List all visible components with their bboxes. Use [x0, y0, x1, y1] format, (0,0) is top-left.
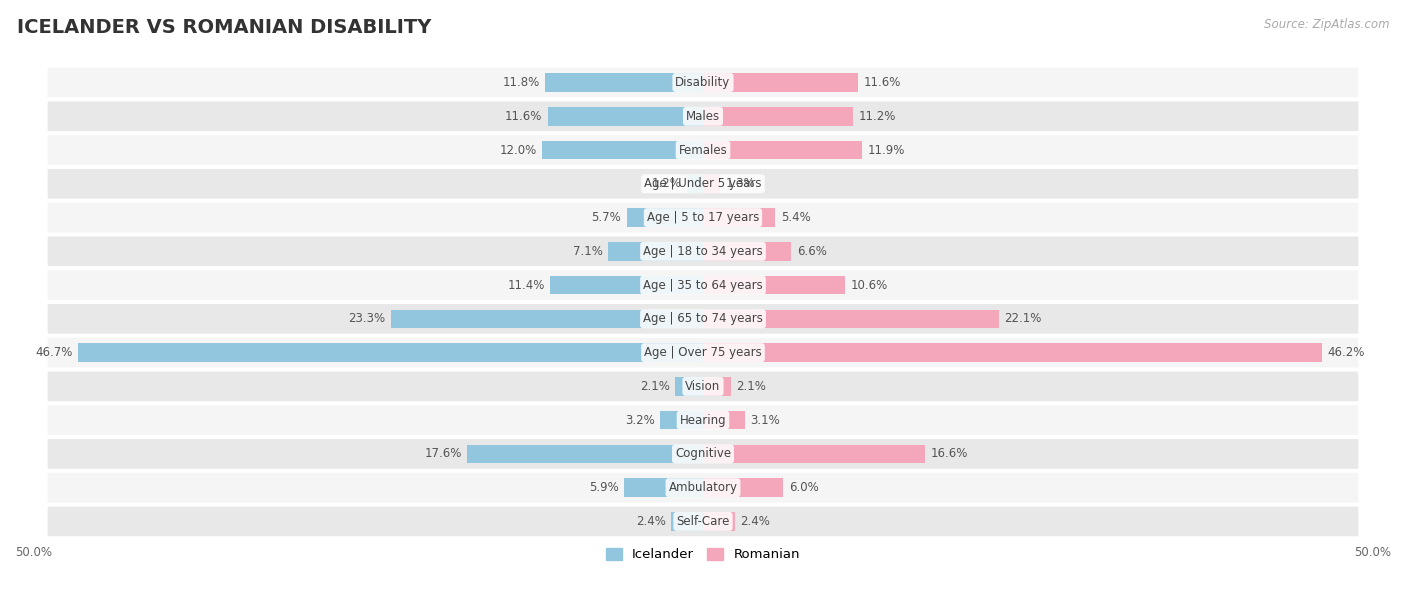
- Bar: [77, 343, 703, 362]
- Text: 12.0%: 12.0%: [499, 144, 537, 157]
- FancyBboxPatch shape: [46, 472, 1360, 504]
- Bar: [543, 141, 703, 159]
- Text: Males: Males: [686, 110, 720, 123]
- FancyBboxPatch shape: [46, 269, 1360, 301]
- Text: 17.6%: 17.6%: [425, 447, 463, 460]
- Text: Vision: Vision: [685, 380, 721, 393]
- Text: 2.1%: 2.1%: [737, 380, 766, 393]
- Text: 11.8%: 11.8%: [502, 76, 540, 89]
- FancyBboxPatch shape: [46, 337, 1360, 368]
- Text: 11.6%: 11.6%: [863, 76, 901, 89]
- FancyBboxPatch shape: [46, 438, 1360, 470]
- Text: 3.2%: 3.2%: [626, 414, 655, 427]
- Bar: [703, 73, 858, 92]
- Text: Self-Care: Self-Care: [676, 515, 730, 528]
- Text: Females: Females: [679, 144, 727, 157]
- Text: 1.3%: 1.3%: [725, 177, 755, 190]
- Text: 16.6%: 16.6%: [931, 447, 967, 460]
- Bar: [671, 512, 703, 531]
- Bar: [703, 107, 853, 125]
- FancyBboxPatch shape: [46, 134, 1360, 166]
- Text: 23.3%: 23.3%: [349, 312, 385, 326]
- Bar: [675, 377, 703, 396]
- FancyBboxPatch shape: [46, 67, 1360, 99]
- Bar: [661, 411, 703, 430]
- Bar: [703, 276, 845, 294]
- Text: 1.2%: 1.2%: [652, 177, 682, 190]
- Text: ICELANDER VS ROMANIAN DISABILITY: ICELANDER VS ROMANIAN DISABILITY: [17, 18, 432, 37]
- Bar: [624, 479, 703, 497]
- Text: Ambulatory: Ambulatory: [668, 481, 738, 494]
- Bar: [703, 512, 735, 531]
- Text: 11.2%: 11.2%: [858, 110, 896, 123]
- FancyBboxPatch shape: [46, 100, 1360, 132]
- Bar: [703, 208, 775, 227]
- Bar: [703, 174, 720, 193]
- Text: Age | 65 to 74 years: Age | 65 to 74 years: [643, 312, 763, 326]
- Text: 5.7%: 5.7%: [592, 211, 621, 224]
- Text: Disability: Disability: [675, 76, 731, 89]
- Text: 5.4%: 5.4%: [780, 211, 810, 224]
- Text: 6.6%: 6.6%: [797, 245, 827, 258]
- Text: 2.1%: 2.1%: [640, 380, 669, 393]
- Text: Age | 35 to 64 years: Age | 35 to 64 years: [643, 278, 763, 291]
- FancyBboxPatch shape: [46, 370, 1360, 402]
- Text: Hearing: Hearing: [679, 414, 727, 427]
- Text: 11.4%: 11.4%: [508, 278, 546, 291]
- Bar: [607, 242, 703, 261]
- Legend: Icelander, Romanian: Icelander, Romanian: [600, 543, 806, 567]
- Bar: [548, 107, 703, 125]
- Bar: [703, 310, 998, 328]
- Bar: [703, 479, 783, 497]
- Text: 2.4%: 2.4%: [741, 515, 770, 528]
- Bar: [703, 343, 1322, 362]
- Text: 10.6%: 10.6%: [851, 278, 887, 291]
- FancyBboxPatch shape: [46, 506, 1360, 537]
- Bar: [703, 242, 792, 261]
- Bar: [703, 141, 862, 159]
- Text: Age | 18 to 34 years: Age | 18 to 34 years: [643, 245, 763, 258]
- Text: Age | Over 75 years: Age | Over 75 years: [644, 346, 762, 359]
- Bar: [703, 377, 731, 396]
- Text: 11.9%: 11.9%: [868, 144, 905, 157]
- Bar: [467, 445, 703, 463]
- Text: 46.7%: 46.7%: [35, 346, 72, 359]
- Text: Cognitive: Cognitive: [675, 447, 731, 460]
- Bar: [546, 73, 703, 92]
- Text: 22.1%: 22.1%: [1004, 312, 1042, 326]
- Bar: [703, 445, 925, 463]
- FancyBboxPatch shape: [46, 168, 1360, 200]
- Text: 3.1%: 3.1%: [749, 414, 779, 427]
- Bar: [391, 310, 703, 328]
- Text: 7.1%: 7.1%: [572, 245, 603, 258]
- FancyBboxPatch shape: [46, 303, 1360, 335]
- FancyBboxPatch shape: [46, 405, 1360, 436]
- Text: Age | Under 5 years: Age | Under 5 years: [644, 177, 762, 190]
- Text: Source: ZipAtlas.com: Source: ZipAtlas.com: [1264, 18, 1389, 31]
- Bar: [550, 276, 703, 294]
- Text: 2.4%: 2.4%: [636, 515, 665, 528]
- Text: 11.6%: 11.6%: [505, 110, 543, 123]
- Bar: [688, 174, 703, 193]
- Text: 5.9%: 5.9%: [589, 481, 619, 494]
- Text: 46.2%: 46.2%: [1327, 346, 1364, 359]
- Bar: [703, 411, 745, 430]
- Text: Age | 5 to 17 years: Age | 5 to 17 years: [647, 211, 759, 224]
- FancyBboxPatch shape: [46, 236, 1360, 267]
- Bar: [627, 208, 703, 227]
- FancyBboxPatch shape: [46, 202, 1360, 233]
- Text: 6.0%: 6.0%: [789, 481, 818, 494]
